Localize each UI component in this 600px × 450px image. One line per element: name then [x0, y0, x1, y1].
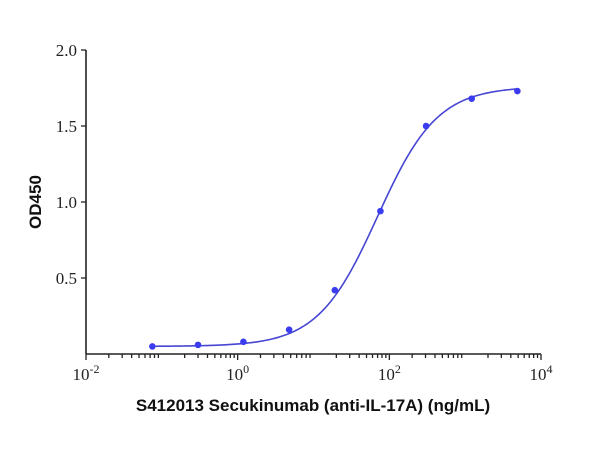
fit-curve — [152, 88, 518, 348]
y-tick-label: 0.5 — [56, 269, 77, 288]
data-point — [331, 286, 339, 294]
y-axis: 0.5 1.0 1.5 2.0 — [56, 41, 87, 354]
data-point — [149, 343, 156, 350]
data-point — [514, 87, 521, 95]
y-tick-label: 1.0 — [56, 193, 77, 212]
data-point — [285, 326, 293, 333]
x-tick-label: 10-2 — [73, 362, 100, 384]
y-axis-title: OD450 — [26, 175, 45, 229]
y-tick-label: 1.5 — [56, 117, 77, 136]
x-axis-title: S412013 Secukinumab (anti-IL-17A) (ng/mL… — [136, 396, 490, 415]
data-points — [149, 87, 521, 350]
data-point — [468, 95, 476, 102]
data-point — [377, 207, 384, 215]
y-tick-label: 2.0 — [56, 41, 77, 60]
x-axis: 10-2 100 102 104 — [73, 353, 553, 384]
data-point — [422, 122, 430, 130]
x-tick-label: 104 — [530, 362, 553, 384]
data-point — [194, 341, 202, 349]
x-tick-label: 102 — [378, 362, 401, 384]
data-point — [240, 338, 247, 346]
x-tick-label: 100 — [226, 362, 249, 384]
fit-curve-path — [152, 88, 518, 348]
